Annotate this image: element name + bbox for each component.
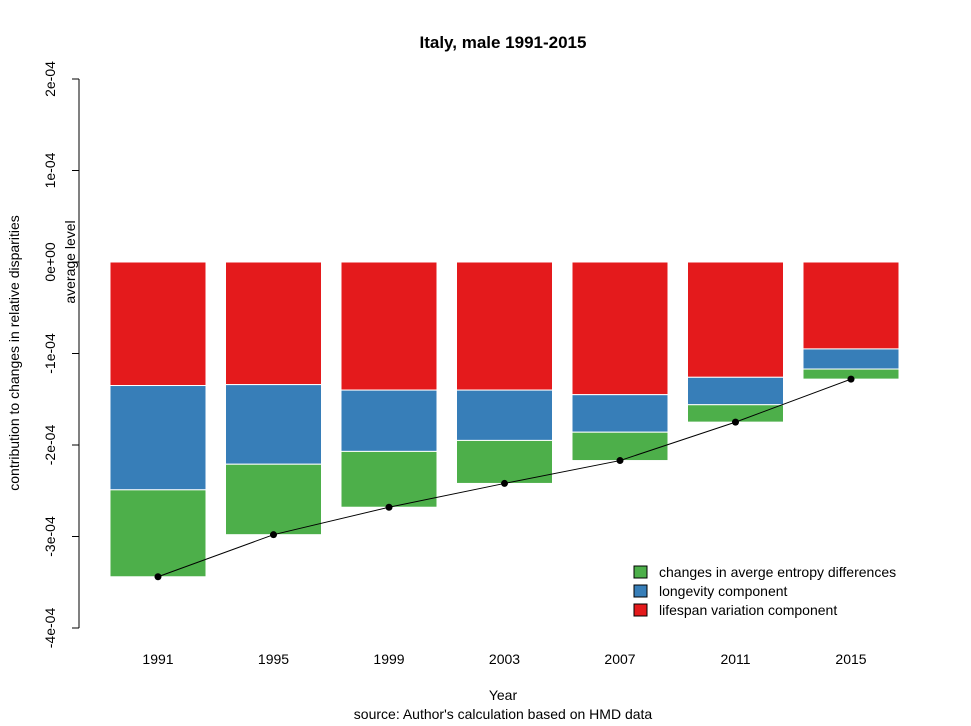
y-tick-label: -1e-04	[42, 333, 58, 374]
bar-segment-1-1995	[225, 384, 322, 465]
y-axis: 2e-04 1e-04 0e+00 -1e-04 -2e-04 -3e-04 -4e-04	[42, 61, 80, 649]
bar-segment-2-1995	[225, 463, 322, 536]
legend-label: changes in averge entropy differences	[659, 564, 896, 580]
chart-title: Italy, male 1991-2015	[420, 33, 587, 52]
legend-swatch	[633, 603, 648, 617]
x-tick-label: 1999	[373, 651, 404, 667]
bar-segment-1-2003	[456, 389, 553, 441]
legend-label: longevity component	[659, 583, 788, 599]
y-tick-label: -2e-04	[42, 425, 58, 466]
bar-segment-1-1999	[340, 389, 438, 452]
bar-segment-1-2011	[687, 376, 784, 406]
bar-segment-1-1991	[109, 385, 207, 491]
y-tick-label: 0e+00	[42, 242, 58, 282]
legend-swatch	[633, 584, 648, 598]
average-level-point-1995	[270, 531, 277, 539]
legend-label: lifespan variation component	[659, 602, 837, 618]
average-level-point-1991	[154, 573, 162, 581]
y-tick-label: -4e-04	[42, 608, 58, 649]
average-level-point-2015	[847, 375, 855, 383]
y-tick-label: 2e-04	[42, 61, 58, 97]
legend: changes in averge entropy differences lon…	[633, 564, 896, 618]
legend-swatch	[633, 565, 648, 579]
average-line	[154, 375, 855, 581]
x-tick-label: 2007	[604, 651, 635, 667]
x-tick-label: 1991	[142, 651, 173, 667]
bar-segment-1-2007	[571, 394, 669, 433]
average-level-point-1999	[385, 503, 393, 511]
bar-segment-2-1991	[109, 489, 207, 578]
bar-segment-0-2003	[456, 261, 553, 391]
x-tick-label: 2003	[489, 651, 520, 667]
average-level-point-2003	[501, 479, 508, 487]
bar-segment-2-1999	[340, 450, 438, 508]
x-tick-label: 2015	[835, 651, 866, 667]
bar-segment-1-2015	[802, 348, 900, 370]
y-axis-label: contribution to changes in relative disp…	[6, 215, 22, 491]
source-caption: source: Author's calculation based on HM…	[354, 706, 653, 722]
x-tick-labels: 1991 1995 1999 2003 2007 2011 2015	[142, 651, 866, 667]
bar-segment-0-1995	[225, 261, 322, 386]
bar-segment-2-2007	[571, 431, 669, 462]
y-axis-label-secondary: average level	[62, 220, 78, 303]
bar-segment-0-2015	[802, 261, 900, 350]
average-level-point-2007	[616, 457, 624, 465]
bars	[109, 261, 900, 578]
x-axis-label: Year	[489, 687, 518, 703]
y-tick-label: -3e-04	[42, 516, 58, 557]
bar-segment-0-2011	[687, 261, 784, 378]
bar-segment-0-1991	[109, 261, 207, 387]
bar-segment-0-1999	[340, 261, 438, 391]
bar-segment-0-2007	[571, 261, 669, 396]
x-tick-label: 1995	[258, 651, 289, 667]
y-tick-label: 1e-04	[42, 152, 58, 188]
average-level-point-2011	[732, 418, 739, 426]
x-tick-label: 2011	[720, 651, 750, 667]
